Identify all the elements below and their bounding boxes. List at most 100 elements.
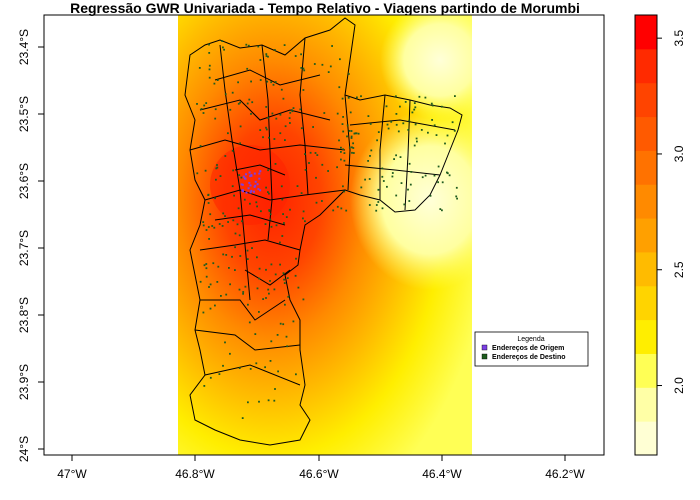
origin-point	[257, 183, 259, 185]
destination-point	[301, 127, 303, 129]
destination-point	[267, 191, 269, 193]
origin-point	[258, 173, 260, 175]
destination-point	[247, 258, 249, 260]
destination-point	[303, 70, 305, 72]
destination-point	[444, 143, 446, 145]
destination-point	[416, 138, 418, 140]
destination-point	[338, 140, 340, 142]
destination-point	[369, 178, 371, 180]
destination-point	[382, 207, 384, 209]
colorbar-tick-label: 3.0	[672, 145, 686, 162]
destination-point	[265, 223, 267, 225]
destination-point	[286, 345, 288, 347]
destination-point	[425, 97, 427, 99]
destination-point	[388, 128, 390, 130]
destination-point	[224, 215, 226, 217]
destination-point	[275, 81, 277, 83]
map-title: Regressão GWR Univariada - Tempo Relativ…	[70, 0, 580, 16]
destination-point	[241, 177, 243, 179]
destination-point	[369, 204, 371, 206]
destination-point	[356, 132, 358, 134]
destination-point	[257, 46, 259, 48]
destination-point	[342, 123, 344, 125]
origin-point	[249, 172, 251, 174]
destination-point	[204, 264, 206, 266]
colorbar-segment	[635, 286, 657, 320]
destination-point	[222, 213, 224, 215]
destination-point	[242, 291, 244, 293]
destination-point	[242, 293, 244, 295]
destination-point	[405, 101, 407, 103]
destination-point	[224, 155, 226, 157]
destination-point	[351, 146, 353, 148]
destination-point	[376, 204, 378, 206]
destination-point	[449, 174, 451, 176]
destination-point	[238, 174, 240, 176]
y-tick-label: 23.7°S	[17, 230, 31, 266]
destination-point	[203, 385, 205, 387]
destination-point	[203, 225, 205, 227]
y-tick-label: 23.8°S	[17, 297, 31, 333]
destination-point	[310, 152, 312, 154]
x-tick-label: 46.6°W	[299, 467, 339, 481]
destination-point	[352, 142, 354, 144]
destination-point	[300, 67, 302, 69]
destination-point	[295, 258, 297, 260]
destination-point	[286, 336, 288, 338]
destination-point	[300, 53, 302, 55]
destination-point	[200, 145, 202, 147]
destination-point	[273, 84, 275, 86]
colorbar-tick-label: 2.0	[672, 377, 686, 394]
destination-point	[289, 122, 291, 124]
destination-point	[247, 250, 249, 252]
destination-point	[273, 400, 275, 402]
destination-point	[414, 106, 416, 108]
destination-point	[303, 68, 305, 70]
destination-point	[316, 154, 318, 156]
destination-point	[287, 277, 289, 279]
destination-point	[295, 55, 297, 57]
destination-point	[349, 147, 351, 149]
destination-point	[214, 305, 216, 307]
destination-point	[347, 125, 349, 127]
destination-point	[262, 136, 264, 138]
destination-point	[407, 129, 409, 131]
destination-point	[264, 366, 266, 368]
destination-point	[207, 194, 209, 196]
destination-point	[206, 276, 208, 278]
destination-point	[315, 177, 317, 179]
destination-point	[287, 296, 289, 298]
destination-point	[303, 89, 305, 91]
y-tick-label: 23.9°S	[17, 364, 31, 400]
destination-point	[386, 186, 388, 188]
destination-point	[210, 308, 212, 310]
destination-point	[214, 197, 216, 199]
destination-point	[247, 401, 249, 403]
destination-point	[396, 124, 398, 126]
destination-point	[242, 417, 244, 419]
destination-point	[222, 365, 224, 367]
destination-point	[376, 139, 378, 141]
colorbar-segment	[635, 320, 657, 354]
destination-point	[271, 264, 273, 266]
destination-point	[268, 293, 270, 295]
destination-point	[274, 138, 276, 140]
destination-point	[315, 152, 317, 154]
destination-point	[381, 176, 383, 178]
destination-point	[229, 353, 231, 355]
destination-point	[227, 132, 229, 134]
destination-point	[304, 153, 306, 155]
destination-point	[229, 283, 231, 285]
destination-point	[289, 112, 291, 114]
destination-point	[349, 130, 351, 132]
destination-point	[277, 371, 279, 373]
destination-point	[305, 169, 307, 171]
destination-point	[216, 167, 218, 169]
destination-point	[350, 112, 352, 114]
destination-point	[258, 401, 260, 403]
destination-point	[295, 373, 297, 375]
destination-point	[399, 106, 401, 108]
colorbar-segment	[635, 252, 657, 286]
colorbar-segment	[635, 49, 657, 83]
x-tick-label: 46.4°W	[422, 467, 462, 481]
